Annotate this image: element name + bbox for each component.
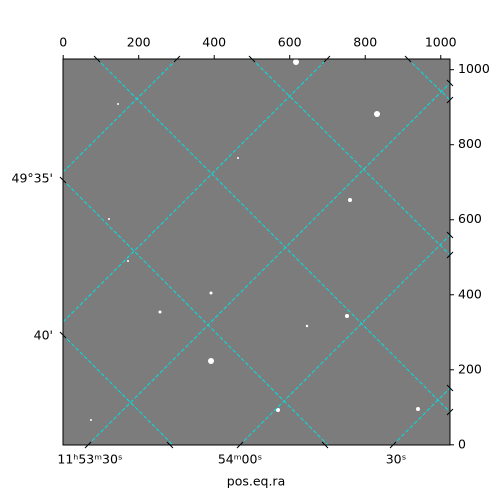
x-tick-label: 600 [278, 35, 302, 50]
ra-label: 54ᵐ00ˢ [218, 452, 262, 467]
y-tick-label: 200 [458, 361, 482, 376]
y-tick-label: 0 [458, 436, 466, 451]
y-tick-label: 600 [458, 211, 482, 226]
x-tick-label: 200 [127, 35, 151, 50]
image [63, 59, 450, 445]
ra-label: 30ˢ [386, 452, 407, 467]
x-axis-label: pos.eq.ra [227, 474, 285, 489]
frame [62, 58, 451, 446]
x-tick-label: 400 [202, 35, 226, 50]
ra-label: 11ʰ53ᵐ30ˢ [57, 452, 122, 467]
stars [90, 59, 420, 421]
dec-label: 49°35' [12, 171, 54, 186]
world-grid [63, 59, 450, 445]
x-tick-label: 800 [353, 35, 377, 50]
y-tick-label: 1000 [458, 61, 490, 76]
x-tick-label: 1000 [425, 35, 457, 50]
y-tick-label: 800 [458, 136, 482, 151]
dec-label: 40' [34, 328, 53, 343]
y-tick-label: 400 [458, 286, 482, 301]
x-tick-label: 0 [59, 35, 67, 50]
